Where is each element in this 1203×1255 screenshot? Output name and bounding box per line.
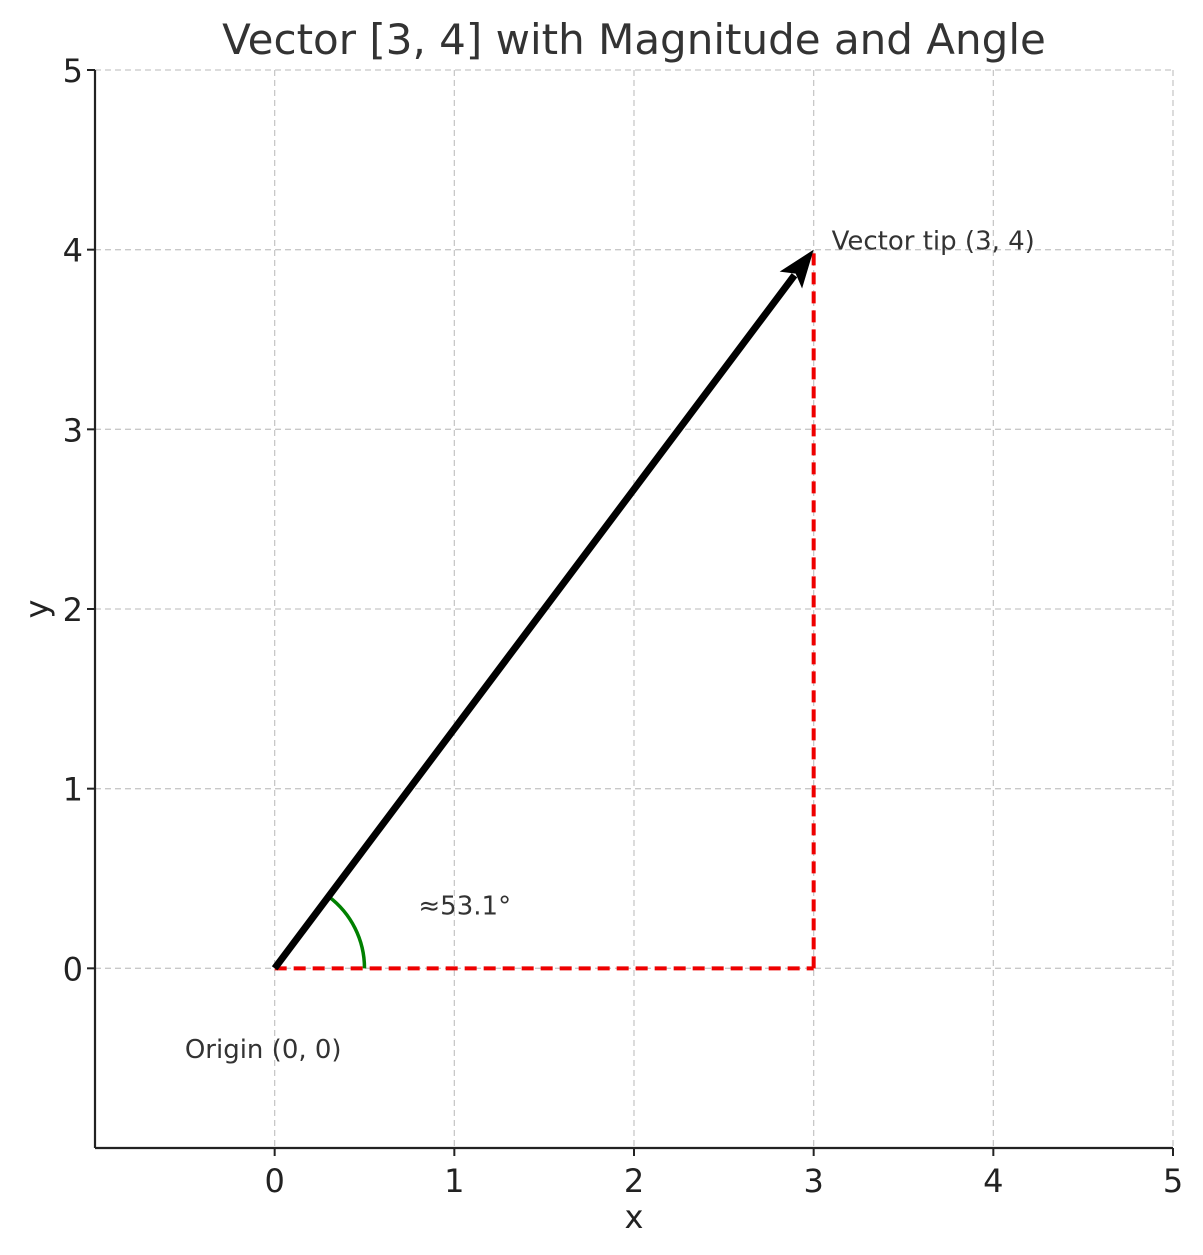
y-tick-label-3: 3 xyxy=(63,411,83,449)
y-axis-label: y xyxy=(18,600,56,619)
x-tick-label-0: 0 xyxy=(264,1162,284,1200)
vector-shaft xyxy=(271,273,798,971)
annotation-1: ≈53.1° xyxy=(418,891,511,921)
angle-arc xyxy=(327,895,367,969)
y-tick-label-0: 0 xyxy=(63,950,83,988)
x-tick-label-2: 2 xyxy=(624,1162,644,1200)
y-tick-label-1: 1 xyxy=(63,771,83,809)
chart-title: Vector [3, 4] with Magnitude and Angle xyxy=(222,15,1046,64)
x-tick-label-5: 5 xyxy=(1163,1162,1183,1200)
axis-ticks: 0 1 2 3 4 5 0 1 2 3 4 5 xyxy=(63,52,1184,1200)
y-tick-label-4: 4 xyxy=(63,232,83,270)
annotation-2: Origin (0, 0) xyxy=(185,1035,342,1065)
x-tick-label-4: 4 xyxy=(983,1162,1003,1200)
annotation-0: Vector tip (3, 4) xyxy=(832,227,1035,257)
x-tick-label-3: 3 xyxy=(803,1162,823,1200)
vector-arrowhead xyxy=(779,249,814,289)
annotations: Vector tip (3, 4) ≈53.1° Origin (0, 0) xyxy=(185,227,1035,1065)
x-tick-label-1: 1 xyxy=(444,1162,464,1200)
vector xyxy=(271,249,814,971)
x-axis-label: x xyxy=(625,1198,644,1236)
y-tick-label-5: 5 xyxy=(63,52,83,90)
component-lines xyxy=(274,249,816,971)
y-tick-label-2: 2 xyxy=(63,591,83,629)
